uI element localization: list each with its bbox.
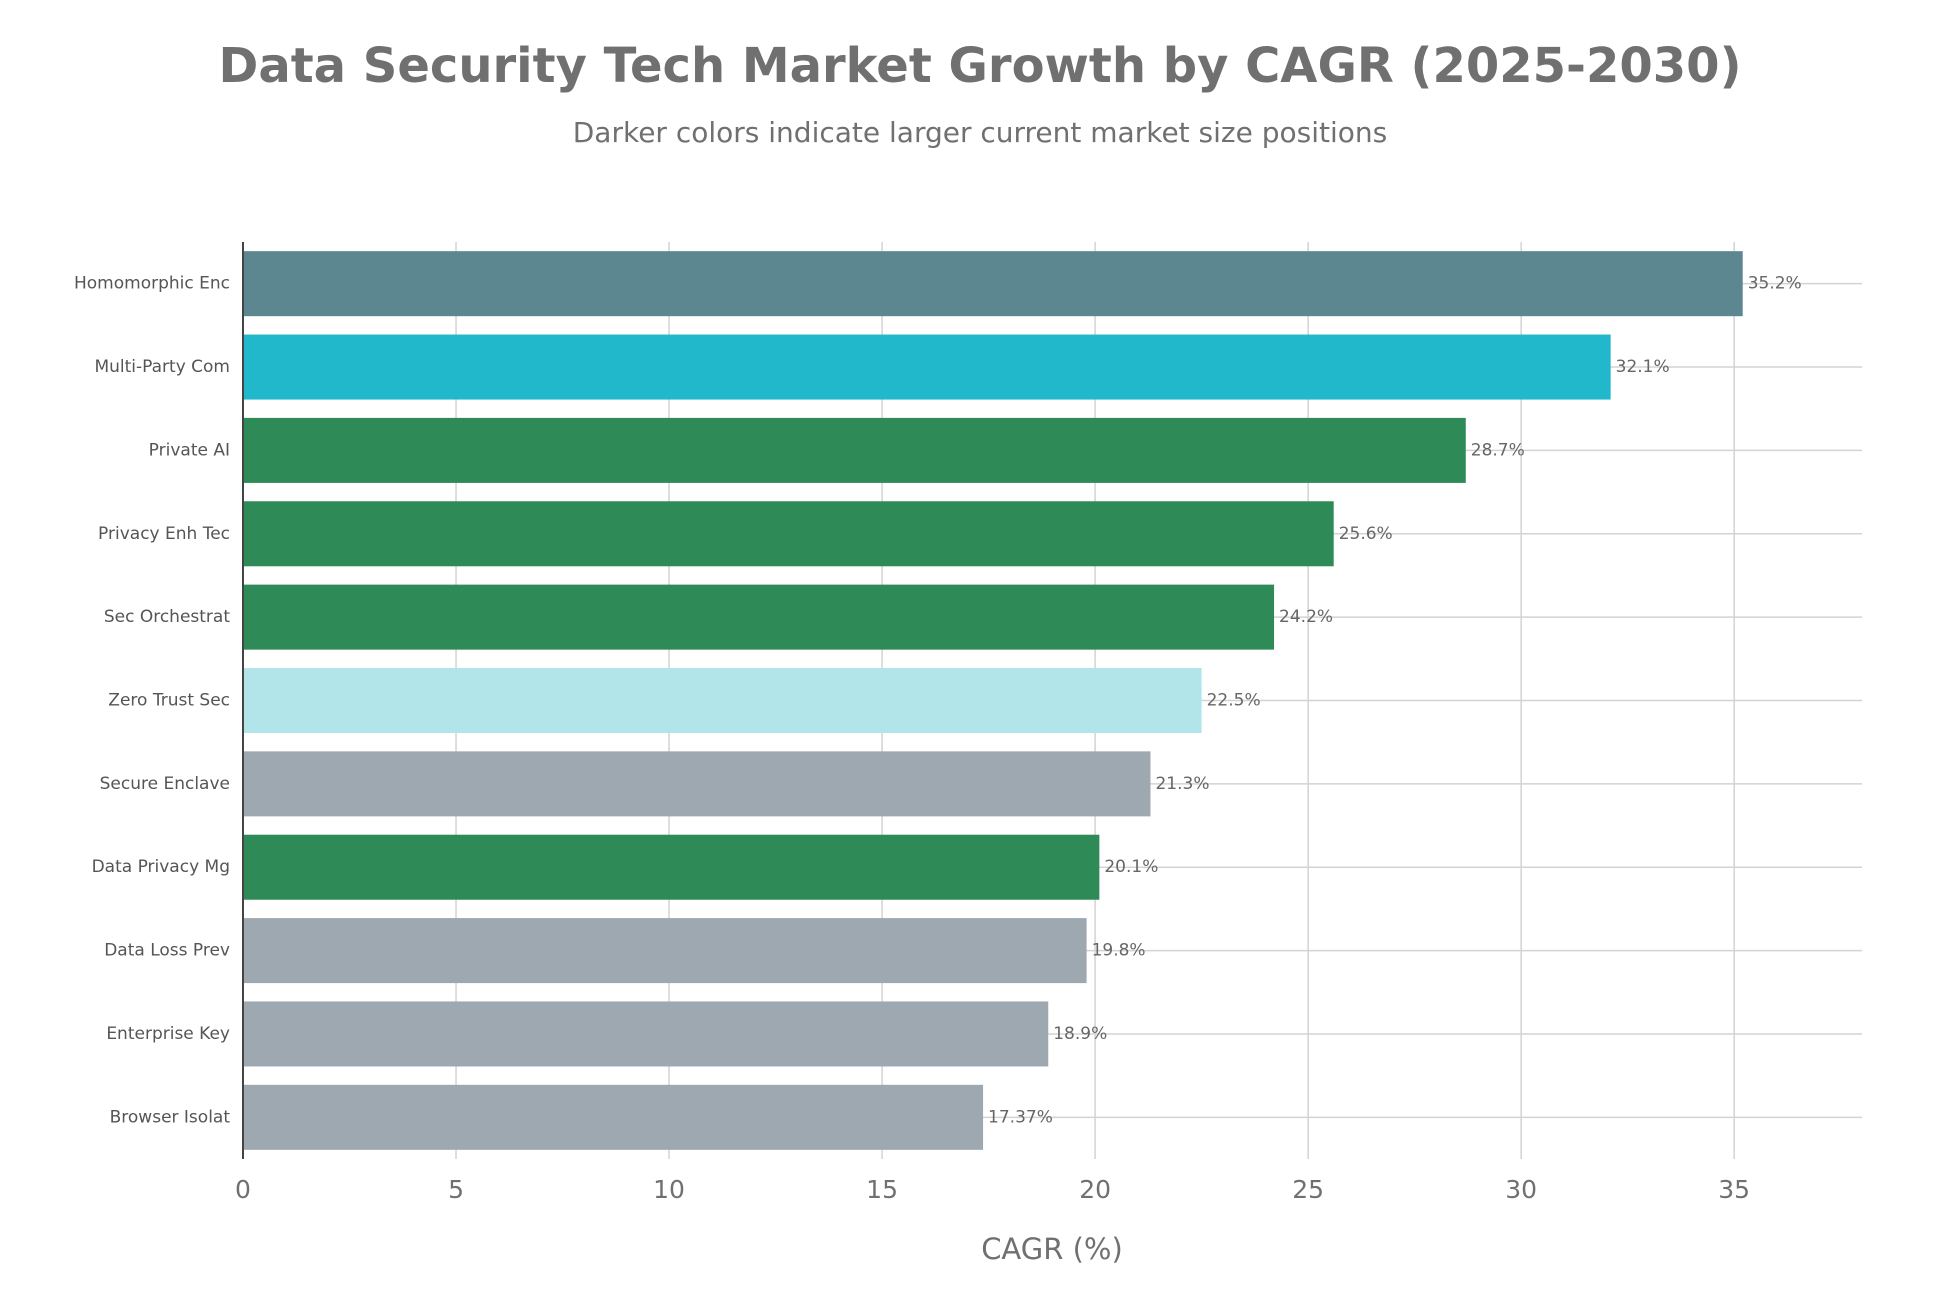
bar: [243, 1001, 1049, 1067]
y-tick-label: Secure Enclave: [100, 774, 230, 794]
value-label: 35.2%: [1748, 274, 1802, 294]
y-tick-label: Data Privacy Mg: [92, 857, 230, 877]
value-label: 24.2%: [1279, 607, 1333, 627]
y-tick-label: Homomorphic Enc: [74, 274, 230, 294]
x-axis-title: CAGR (%): [981, 1232, 1123, 1266]
x-tick-label: 10: [653, 1175, 685, 1204]
bar: [243, 1084, 984, 1150]
bar: [243, 334, 1611, 400]
y-tick-label: Enterprise Key: [106, 1024, 230, 1044]
y-tick-label: Browser Isolat: [110, 1107, 231, 1127]
bar: [243, 667, 1202, 734]
x-tick-label: 25: [1292, 1175, 1324, 1204]
value-label: 20.1%: [1104, 857, 1158, 877]
y-tick-label: Data Loss Prev: [104, 941, 230, 961]
value-label: 19.8%: [1092, 941, 1146, 961]
bar: [243, 417, 1466, 483]
bar: [243, 751, 1151, 817]
y-tick-label: Sec Orchestrat: [104, 607, 231, 627]
bar: [243, 584, 1275, 650]
bar: [243, 918, 1087, 984]
bar: [243, 834, 1100, 900]
x-tick-label: 0: [235, 1175, 251, 1204]
x-tick-label: 20: [1079, 1175, 1111, 1204]
x-tick-label: 35: [1718, 1175, 1750, 1204]
value-label: 22.5%: [1207, 691, 1261, 711]
value-label: 32.1%: [1616, 357, 1670, 377]
bar: [243, 501, 1334, 567]
y-tick-label: Private AI: [149, 440, 230, 460]
x-tick-label: 30: [1505, 1175, 1537, 1204]
y-tick-label: Multi-Party Com: [94, 357, 230, 377]
y-tick-label: Zero Trust Sec: [108, 691, 230, 711]
chart-subtitle: Darker colors indicate larger current ma…: [573, 116, 1388, 149]
value-label: 18.9%: [1053, 1024, 1107, 1044]
value-label: 25.6%: [1339, 524, 1393, 544]
y-tick-label: Privacy Enh Tec: [98, 524, 230, 544]
value-label: 28.7%: [1471, 440, 1525, 460]
value-label: 17.37%: [988, 1107, 1053, 1127]
bar: [243, 251, 1743, 317]
x-tick-label: 5: [448, 1175, 464, 1204]
value-label: 21.3%: [1155, 774, 1209, 794]
x-tick-label: 15: [866, 1175, 898, 1204]
chart-title: Data Security Tech Market Growth by CAGR…: [218, 38, 1741, 94]
